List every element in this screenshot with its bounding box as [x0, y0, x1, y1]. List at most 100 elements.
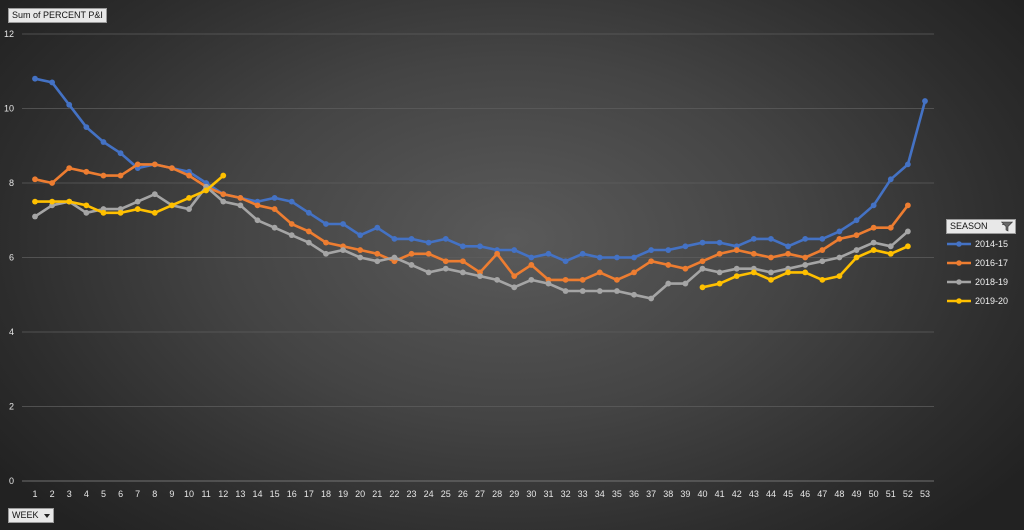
data-point — [117, 209, 124, 216]
data-point — [459, 258, 466, 265]
data-point — [750, 269, 757, 276]
data-point — [288, 221, 295, 227]
data-point — [836, 228, 843, 235]
x-tick-label: 16 — [287, 489, 297, 499]
x-tick-label: 25 — [441, 489, 451, 499]
data-point — [357, 232, 364, 239]
x-tick-label: 50 — [869, 489, 879, 499]
data-point — [425, 269, 432, 276]
season-field-button[interactable]: SEASON — [946, 219, 1016, 234]
legend-swatch — [947, 241, 971, 247]
data-point — [887, 243, 894, 250]
data-point — [134, 161, 141, 168]
data-point — [768, 269, 774, 276]
x-tick-label: 36 — [629, 489, 639, 499]
data-point — [237, 195, 244, 201]
data-point — [511, 284, 518, 291]
chevron-down-icon — [43, 514, 50, 518]
data-point — [887, 250, 894, 257]
x-tick-label: 4 — [84, 489, 89, 499]
legend-label: 2016-17 — [975, 258, 1009, 268]
data-point — [374, 250, 381, 257]
data-point — [83, 202, 90, 209]
data-point — [596, 269, 603, 276]
x-tick-label: 20 — [355, 489, 365, 499]
data-point — [579, 288, 586, 294]
data-point — [802, 254, 809, 261]
data-point — [870, 247, 877, 253]
data-point — [323, 221, 329, 227]
data-point — [631, 269, 637, 276]
series-line — [33, 174, 225, 215]
x-tick-label: 46 — [800, 489, 810, 499]
x-tick-label: 26 — [458, 489, 468, 499]
data-point — [904, 161, 911, 168]
data-point — [665, 262, 672, 268]
data-point — [750, 235, 757, 242]
data-point — [459, 269, 466, 276]
data-point — [186, 206, 192, 212]
x-tick-label: 28 — [492, 489, 502, 499]
data-point — [49, 198, 56, 205]
data-point — [579, 276, 586, 283]
data-point — [819, 235, 826, 242]
x-tick-label: 39 — [680, 489, 690, 499]
data-point — [186, 195, 192, 201]
data-point — [254, 202, 261, 209]
data-point — [819, 247, 826, 253]
data-point — [716, 269, 723, 276]
data-point — [699, 239, 706, 246]
x-tick-label: 40 — [697, 489, 707, 499]
series-2016-17 — [32, 161, 911, 283]
data-point — [699, 258, 706, 265]
data-point — [151, 161, 158, 168]
data-point — [768, 235, 774, 242]
data-point — [562, 276, 569, 283]
data-point — [254, 217, 261, 224]
data-point — [117, 172, 124, 179]
data-point — [83, 124, 90, 131]
value-field-label: Sum of PERCENT P&I — [12, 10, 103, 20]
x-tick-label: 53 — [920, 489, 930, 499]
data-point — [134, 206, 141, 212]
data-point — [477, 273, 483, 280]
data-point — [579, 250, 586, 257]
data-point — [716, 239, 723, 246]
legend-swatch — [947, 279, 971, 285]
data-point — [288, 232, 295, 239]
legend-label: 2014-15 — [975, 239, 1009, 249]
data-point — [648, 247, 655, 253]
legend-item-2016-17: 2016-17 — [946, 256, 1022, 275]
legend-label: 2018-19 — [975, 277, 1009, 287]
data-point — [408, 235, 415, 242]
y-tick-label: 4 — [9, 327, 14, 337]
data-point — [699, 284, 706, 291]
gridlines — [22, 33, 934, 482]
data-point — [614, 288, 620, 294]
data-point — [614, 254, 620, 261]
data-point — [750, 250, 757, 257]
week-field-button[interactable]: WEEK — [8, 508, 54, 523]
season-field-label: SEASON — [950, 221, 988, 231]
data-point — [340, 247, 346, 253]
x-tick-label: 27 — [475, 489, 485, 499]
data-point — [32, 75, 38, 82]
x-tick-label: 31 — [543, 489, 553, 499]
data-point — [305, 228, 312, 235]
data-point — [682, 280, 689, 287]
x-tick-label: 41 — [715, 489, 725, 499]
series-2018-19 — [32, 183, 911, 302]
data-point — [442, 258, 449, 265]
value-field-button[interactable]: Sum of PERCENT P&I — [8, 8, 107, 23]
data-point — [391, 254, 398, 261]
data-point — [785, 243, 791, 250]
data-point — [357, 254, 364, 261]
data-point — [83, 168, 90, 175]
data-point — [853, 254, 860, 261]
x-tick-label: 52 — [903, 489, 913, 499]
filter-icon[interactable] — [1001, 221, 1013, 232]
data-point — [682, 243, 689, 250]
data-point — [169, 202, 175, 209]
data-point — [716, 280, 723, 287]
data-point — [545, 280, 552, 287]
